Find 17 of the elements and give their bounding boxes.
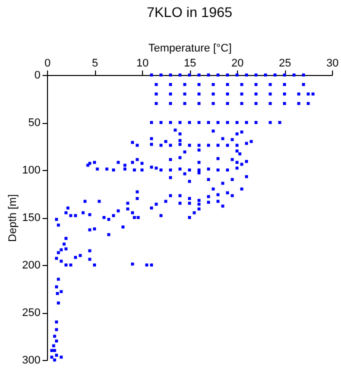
x-tick-label: 30 [326, 58, 339, 70]
x-axis-title: Temperature [°C] [148, 42, 232, 54]
x-tick-label: 25 [278, 58, 292, 70]
chart-title: 7KLO in 1965 [146, 4, 233, 20]
y-axis-title: Depth [m] [7, 194, 20, 242]
x-tick-label: 15 [184, 58, 196, 70]
x-tick-label: 5 [92, 58, 98, 70]
y-tick-label: 0 [34, 70, 40, 82]
y-tick-label: 50 [28, 117, 40, 129]
y-tick-label: 150 [22, 212, 40, 224]
x-tick-label: 20 [231, 58, 244, 70]
y-tick-label: 100 [22, 164, 40, 176]
y-tick-label: 200 [22, 260, 40, 272]
y-tick-label: 300 [22, 354, 40, 366]
y-tick-label: 250 [22, 307, 40, 319]
x-tick-label: 0 [44, 58, 51, 70]
x-tick-label: 10 [136, 58, 149, 70]
